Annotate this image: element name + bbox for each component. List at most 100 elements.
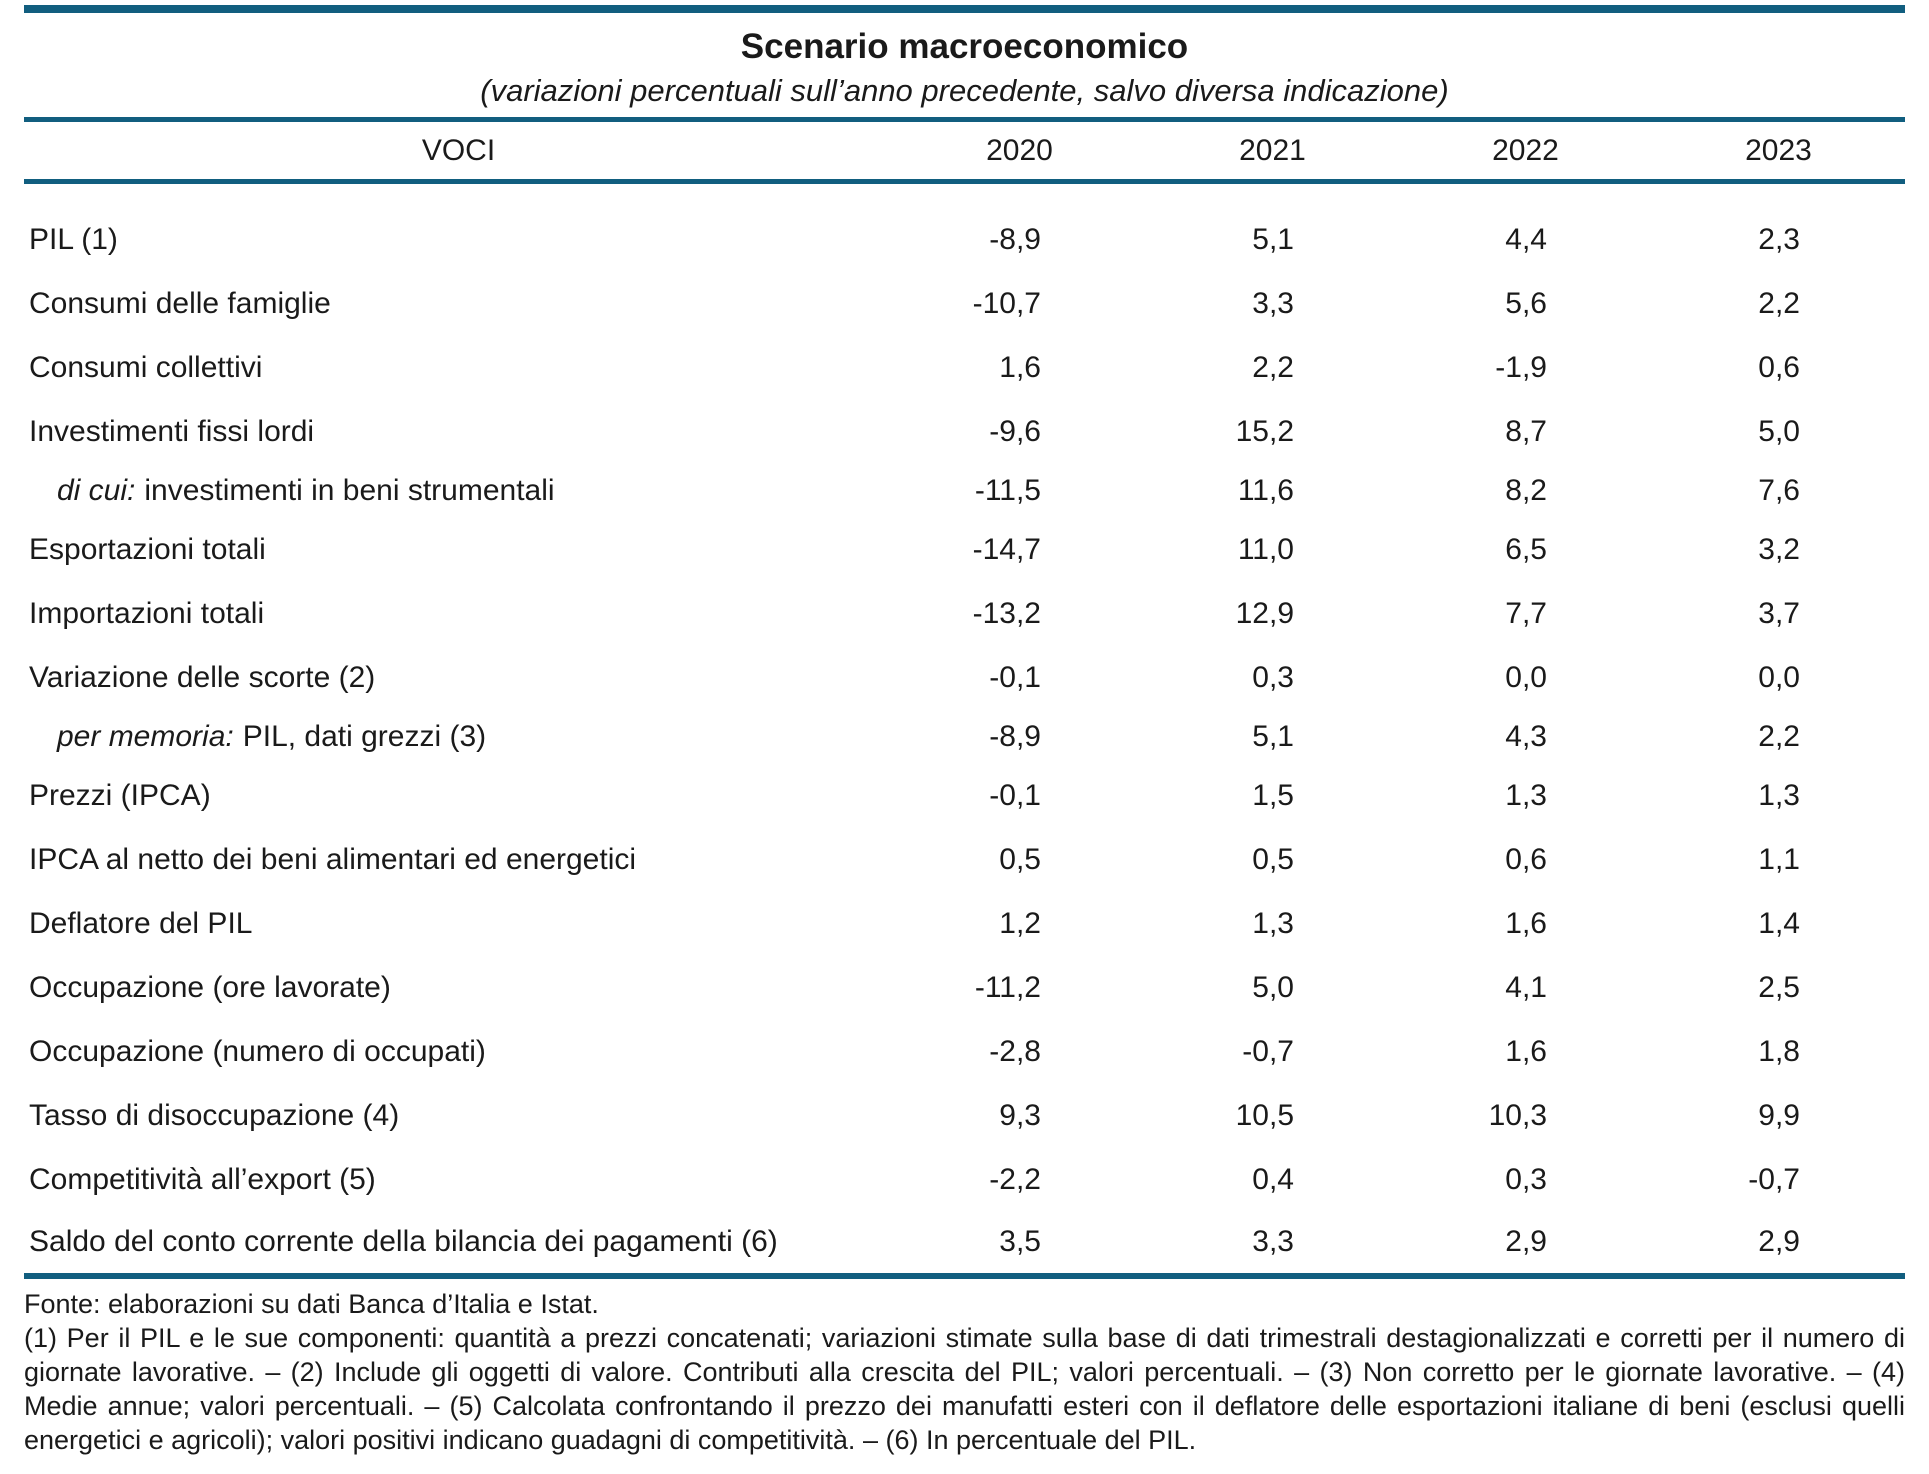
value-cell-2021: 11,0 [1237,532,1294,566]
footnotes: (1) Per il PIL e le sue componenti: quan… [24,1322,1905,1455]
value-cell-2023: 2,9 [1758,1225,1800,1258]
value-cell-2022: 1,3 [1505,778,1547,812]
column-header-2023: 2023 [1745,133,1812,167]
row-label: per memoria: PIL, dati grezzi (3) [24,710,893,764]
value-cell-2020: -2,8 [989,1034,1041,1068]
table-row: di cui: investimenti in beni strumentali … [24,464,1905,518]
table-row: per memoria: PIL, dati grezzi (3) -8,9 5,… [24,710,1905,764]
value-cell-2020: -2,2 [989,1162,1041,1196]
column-header-2020: 2020 [986,133,1053,167]
table-row: Variazione delle scorte (2) -0,1 0,3 0,0… [24,646,1905,710]
value-cell-2021: 15,2 [1235,414,1294,448]
value-cell-2023: 2,2 [1758,286,1800,320]
row-label: Importazioni totali [24,582,893,646]
row-label: Investimenti fissi lordi [24,400,893,464]
value-cell-2021: 10,5 [1235,1098,1294,1132]
value-cell-2020: 1,2 [999,906,1041,940]
value-cell-2020: -8,9 [989,222,1041,256]
value-cell-2021: 5,1 [1252,222,1294,256]
table-body: PIL (1) -8,9 5,1 4,4 2,3 Consumi delle f… [24,182,1905,1276]
value-cell-2020: 3,5 [999,1225,1041,1258]
row-label: Competitività all’export (5) [24,1148,893,1212]
row-label: Saldo del conto corrente della bilancia … [24,1212,893,1276]
row-label-text: Competitività all’export (5) [29,1162,376,1196]
row-label: Esportazioni totali [24,518,893,582]
value-cell-2023: 2,3 [1758,222,1800,256]
row-label-text: Prezzi (IPCA) [29,778,211,812]
value-cell-2021: -0,7 [1242,1034,1294,1068]
value-cell-2020: -13,2 [972,596,1041,630]
value-cell-2022: 0,0 [1505,660,1547,694]
column-header-voci: VOCI [421,133,496,167]
value-cell-2021: 2,2 [1252,350,1294,384]
row-label-text: Consumi delle famiglie [29,286,331,320]
row-label: PIL (1) [24,208,893,272]
value-cell-2023: 1,3 [1758,778,1800,812]
table-row: Tasso di disoccupazione (4) 9,3 10,5 10,… [24,1084,1905,1148]
row-label-text: Investimenti fissi lordi [29,414,315,448]
row-label-text: investimenti in beni strumentali [144,473,555,507]
row-label: Consumi collettivi [24,336,893,400]
value-cell-2020: -14,7 [972,532,1041,566]
value-cell-2022: 0,3 [1505,1162,1547,1196]
value-cell-2022: 4,1 [1505,970,1547,1004]
value-cell-2020: -10,7 [972,286,1041,320]
row-label: di cui: investimenti in beni strumentali [24,464,893,518]
value-cell-2022: 7,7 [1505,596,1547,630]
table-subtitle: (variazioni percentuali sull’anno preced… [480,73,1449,108]
value-cell-2022: 1,6 [1505,906,1547,940]
value-cell-2022: 6,5 [1505,532,1547,566]
row-label-prefix: per memoria: [57,719,234,753]
value-cell-2023: 3,7 [1758,596,1800,630]
table-row: Deflatore del PIL 1,2 1,3 1,6 1,4 [24,892,1905,956]
table-header: VOCI 2020 2021 2022 2023 [24,119,1905,182]
column-header-2021: 2021 [1239,133,1306,167]
table-row: Prezzi (IPCA) -0,1 1,5 1,3 1,3 [24,764,1905,828]
value-cell-2021: 3,3 [1252,1225,1294,1258]
table-row: Consumi delle famiglie -10,7 3,3 5,6 2,2 [24,272,1905,336]
row-label-text: PIL (1) [29,222,118,256]
row-label-text: Occupazione (ore lavorate) [29,970,391,1004]
table-row: IPCA al netto dei beni alimentari ed ene… [24,828,1905,892]
value-cell-2021: 0,5 [1252,842,1294,876]
value-cell-2023: 2,5 [1758,970,1800,1004]
value-cell-2023: 1,8 [1758,1034,1800,1068]
value-cell-2021: 5,1 [1252,719,1294,753]
row-label-text: Variazione delle scorte (2) [29,660,376,694]
row-label-text: PIL, dati grezzi (3) [242,719,487,753]
value-cell-2023: 0,6 [1758,350,1800,384]
row-label: Prezzi (IPCA) [24,764,893,828]
row-label-text: Saldo del conto corrente della bilancia … [29,1225,778,1258]
value-cell-2020: 0,5 [999,842,1041,876]
row-label: Occupazione (ore lavorate) [24,956,893,1020]
macro-table: VOCI 2020 2021 2022 2023 PIL (1) -8,9 5,… [24,117,1905,1279]
value-cell-2022: 2,9 [1505,1225,1547,1258]
row-label: Variazione delle scorte (2) [24,646,893,710]
table-row: Occupazione (numero di occupati) -2,8 -0… [24,1020,1905,1084]
value-cell-2023: 5,0 [1758,414,1800,448]
document-page: Scenario macroeconomico (variazioni perc… [0,5,1929,1457]
value-cell-2020: -0,1 [989,660,1041,694]
value-cell-2021: 12,9 [1235,596,1294,630]
row-label-text: Tasso di disoccupazione (4) [29,1098,400,1132]
table-header-row: VOCI 2020 2021 2022 2023 [24,119,1905,182]
value-cell-2021: 11,6 [1237,473,1294,507]
value-cell-2023: 1,1 [1758,842,1800,876]
value-cell-2023: 3,2 [1758,532,1800,566]
value-cell-2022: 8,7 [1505,414,1547,448]
value-cell-2022: 1,6 [1505,1034,1547,1068]
row-label-text: Consumi collettivi [29,350,263,384]
value-cell-2021: 0,4 [1252,1162,1294,1196]
table-row: Investimenti fissi lordi -9,6 15,2 8,7 5… [24,400,1905,464]
value-cell-2021: 3,3 [1252,286,1294,320]
row-label-text: Deflatore del PIL [29,906,253,940]
row-label: Consumi delle famiglie [24,272,893,336]
column-header-2022: 2022 [1492,133,1559,167]
row-label-text: IPCA al netto dei beni alimentari ed ene… [29,842,637,876]
table-row: Consumi collettivi 1,6 2,2 -1,9 0,6 [24,336,1905,400]
row-label-text: Importazioni totali [29,596,265,630]
value-cell-2022: 4,4 [1505,222,1547,256]
value-cell-2022: 10,3 [1488,1098,1547,1132]
value-cell-2020: -11,2 [974,970,1041,1004]
row-label: Tasso di disoccupazione (4) [24,1084,893,1148]
